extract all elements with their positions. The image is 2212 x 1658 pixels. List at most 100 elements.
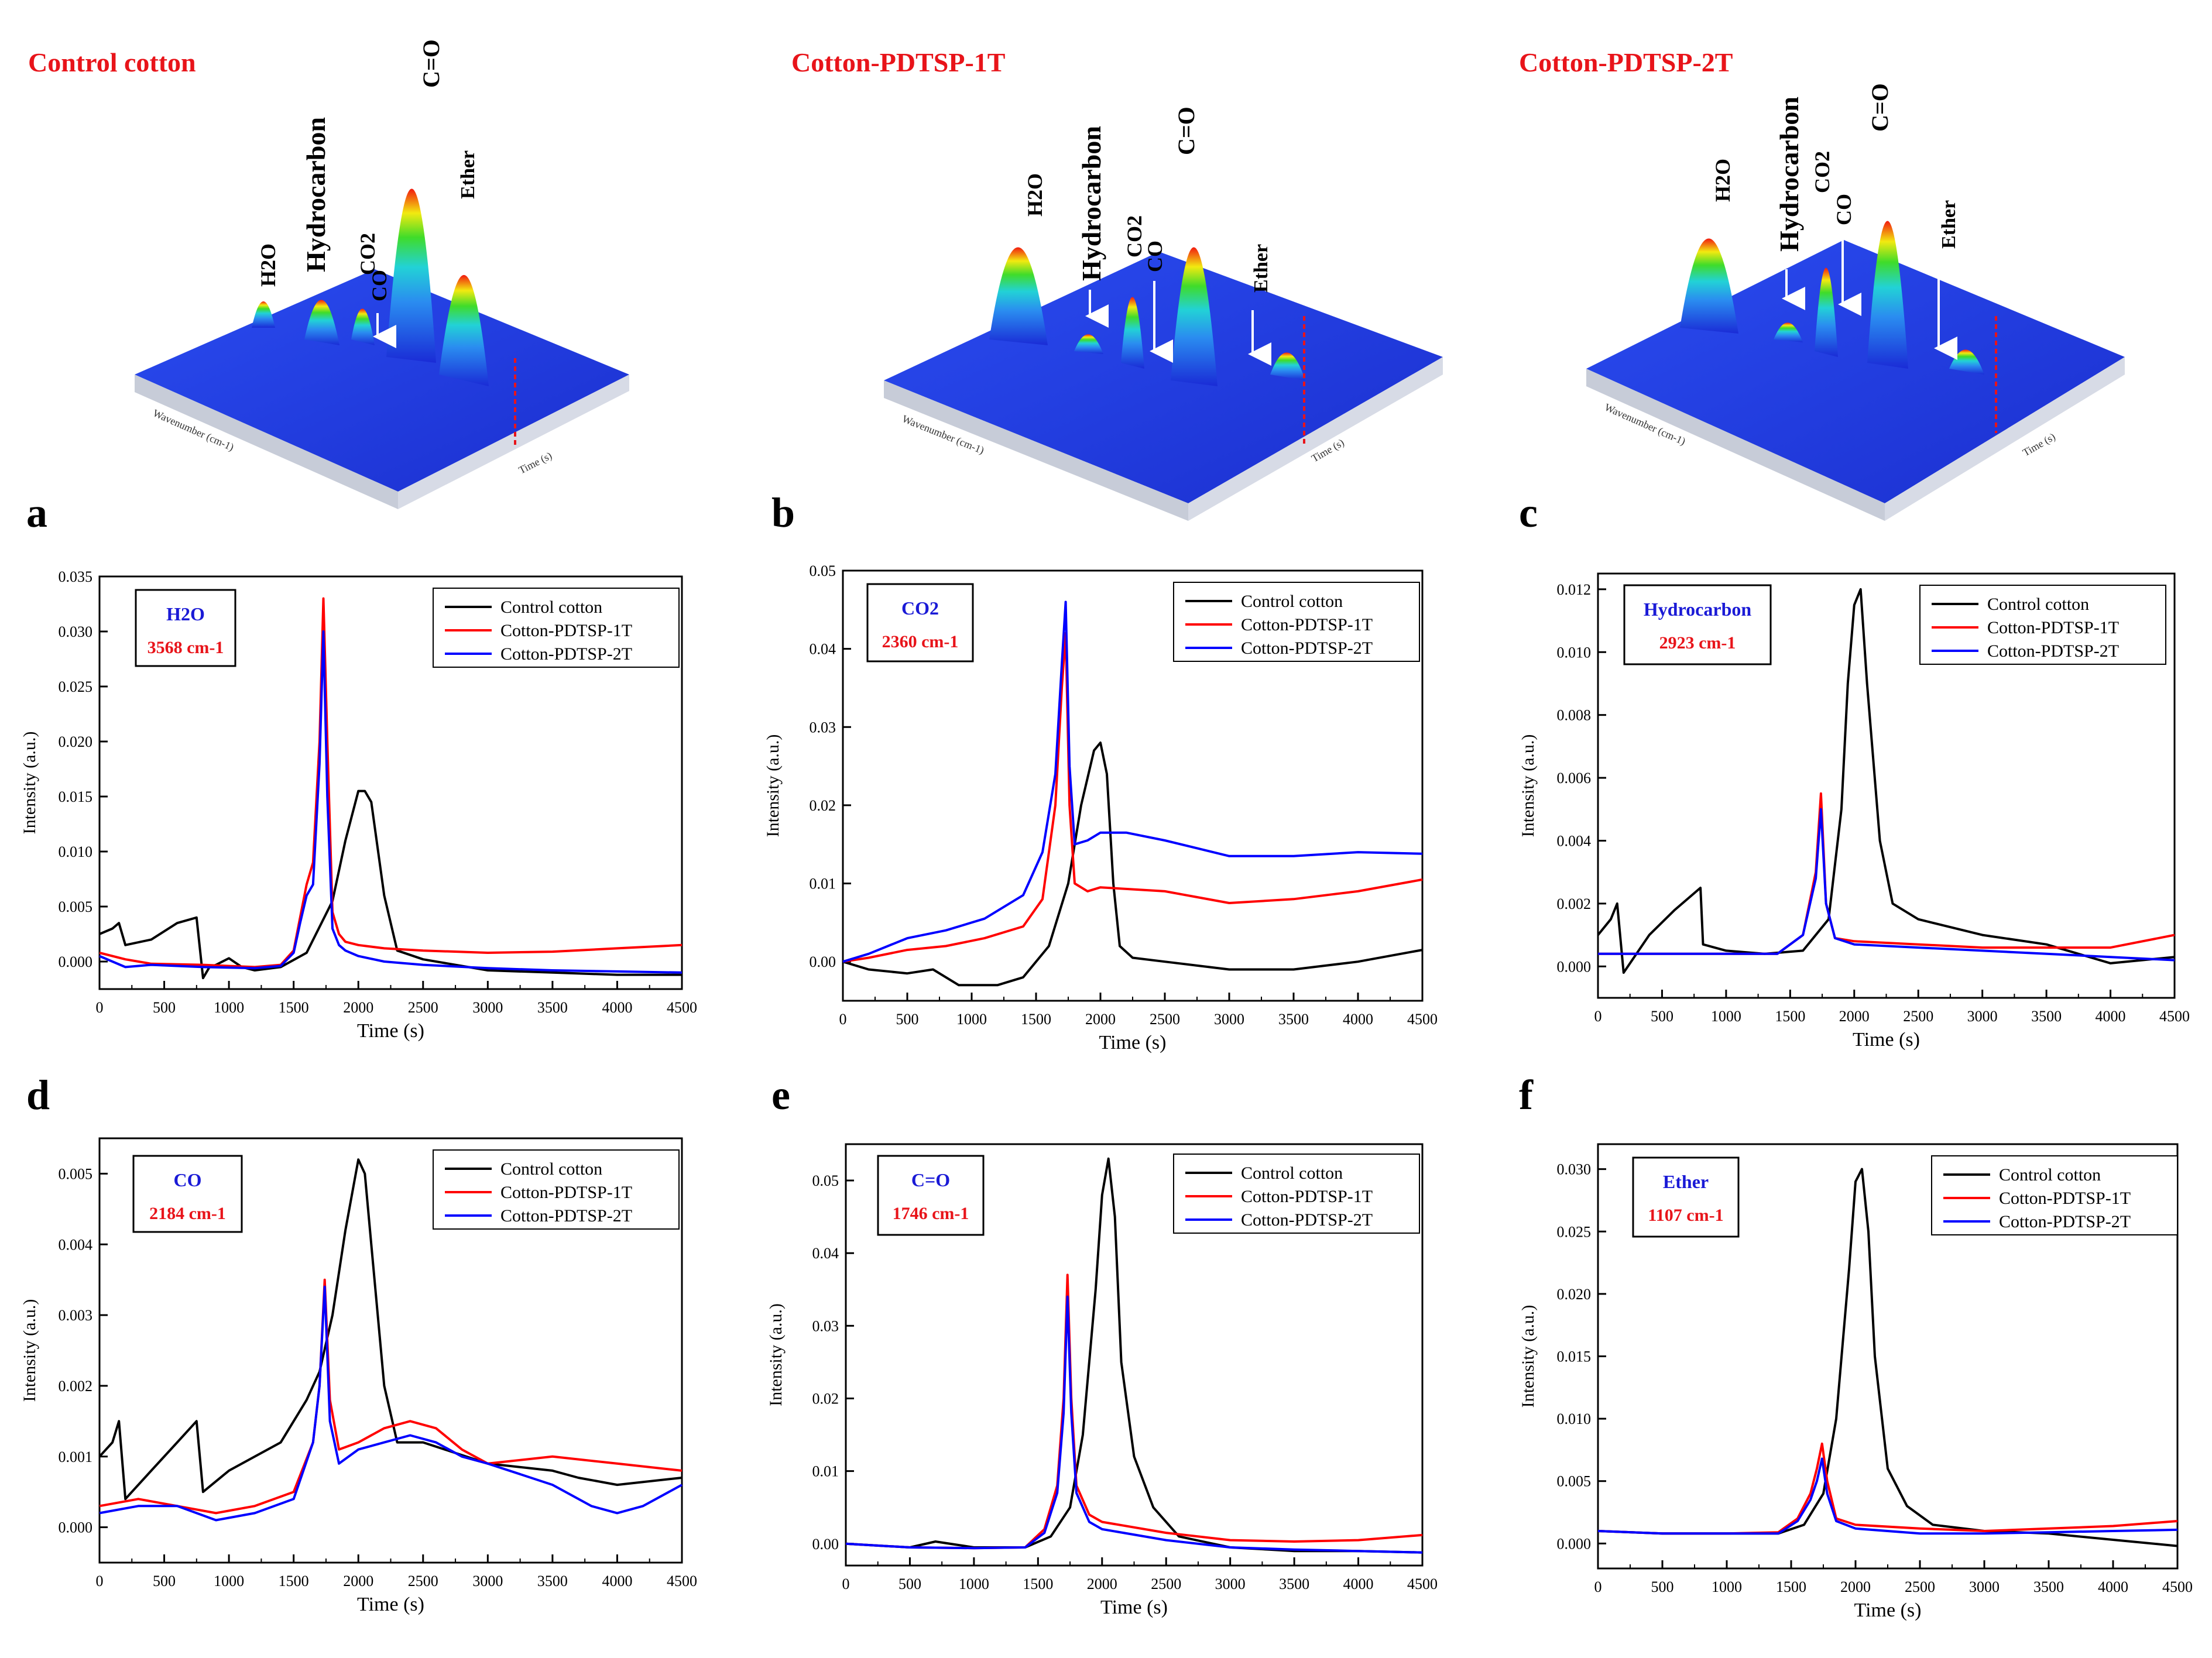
y-tick-label: 0.005: [1557, 1473, 1592, 1490]
species-name: CO2: [901, 598, 939, 619]
x-tick-label: 2000: [1087, 1575, 1117, 1592]
surface-panel-c: Cotton-PDTSP-2T H2O Hydrocarbon CO2 CO C…: [1519, 47, 2125, 536]
y-tick-label: 0.002: [59, 1378, 93, 1395]
x-axis-label: Time (s): [1853, 1029, 1920, 1051]
y-tick-label: 0.002: [1557, 895, 1592, 912]
y-tick-label: 0.010: [1557, 644, 1592, 661]
x-tick-label: 500: [1651, 1008, 1673, 1025]
x-tick-label: 1500: [279, 999, 309, 1016]
legend-entry: Control cotton: [1241, 592, 1343, 611]
x-tick-label: 1000: [956, 1011, 987, 1028]
x-tick-label: 3500: [2031, 1008, 2062, 1025]
chart-h2o: 0 500 1000 1500 2000 2500 3000 3500 4000 4500 0.00…: [20, 568, 697, 1042]
species-wavenumber: 3568 cm-1: [148, 638, 224, 657]
species-wavenumber: 2184 cm-1: [149, 1204, 226, 1223]
surface-panel-a: Control cotton H2O Hydrocarbon CO2 CO C=…: [26, 39, 629, 536]
x-tick-label: 4500: [667, 1573, 697, 1590]
x-axis-label: Time (s): [357, 1020, 424, 1042]
x-tick-label: 4500: [2159, 1008, 2190, 1025]
surface-peak-co2: [1121, 297, 1144, 369]
surface-wall-side: [398, 375, 629, 509]
species-box: [132, 1155, 243, 1233]
y-axis-label: Intensity (a.u.): [1518, 1305, 1538, 1408]
y-tick-label: 0.05: [812, 1172, 839, 1189]
surface-peak-co2: [1815, 267, 1838, 357]
surface-label-hydrocarbon: Hydrocarbon: [1076, 126, 1106, 281]
chart-ether: 0 500 1000 1500 2000 2500 3000 3500 4000 4500 0.00…: [1518, 1143, 2193, 1621]
y-tick-label: 0.01: [810, 876, 836, 892]
y-tick-label: 0.005: [59, 1165, 93, 1182]
surface-floor: [1586, 240, 2125, 503]
series-line-cotton-pdtsp-2t: [99, 630, 683, 974]
series-line-cotton-pdtsp-2t: [99, 1285, 683, 1522]
y-axis-label: Intensity (a.u.): [766, 1303, 786, 1406]
x-tick-label: 0: [1594, 1008, 1602, 1025]
species-box: [1623, 584, 1772, 665]
x-tick-label: 2500: [408, 999, 438, 1016]
surface-label-hydrocarbon: Hydrocarbon: [301, 117, 331, 272]
x-tick-label: 1000: [214, 1573, 244, 1590]
x-axis-label: Time (s): [1854, 1599, 1922, 1621]
y-tick-label: 0.020: [59, 733, 93, 750]
surface-peak-ceo: [1171, 247, 1218, 386]
x-tick-label: 2000: [343, 999, 373, 1016]
x-tick-label: 4500: [1407, 1011, 1438, 1028]
y-tick-label: 0.010: [1557, 1410, 1592, 1427]
panel-letter: d: [26, 1072, 50, 1118]
series-line-cotton-pdtsp-1t: [99, 1278, 683, 1515]
series-line-cotton-pdtsp-2t: [845, 1295, 1423, 1554]
x-tick-label: 0: [96, 1573, 104, 1590]
y-tick-label: 0.000: [59, 953, 93, 970]
surface-floor: [135, 269, 629, 492]
x-tick-label: 0: [96, 999, 104, 1016]
surface-peak-h2o: [989, 247, 1048, 345]
x-tick-label: 2000: [1840, 1578, 1871, 1595]
legend-entry: Control cotton: [1241, 1163, 1343, 1183]
surface-peak-ether: [1949, 349, 1984, 375]
panel-letter: b: [771, 489, 795, 536]
y-axis-label: Intensity (a.u.): [763, 734, 783, 837]
species-wavenumber: 1746 cm-1: [893, 1204, 969, 1223]
panel-letter: f: [1519, 1072, 1534, 1118]
y-tick-label: 0.00: [810, 953, 836, 970]
surface-label-co: CO: [368, 270, 391, 301]
y-tick-label: 0.00: [812, 1536, 839, 1553]
y-tick-label: 0.003: [59, 1307, 93, 1324]
legend-entry: Cotton-PDTSP-1T: [1987, 618, 2119, 637]
x-tick-label: 500: [896, 1011, 919, 1028]
legend-entry: Cotton-PDTSP-2T: [1987, 641, 2119, 661]
x-tick-label: 0: [839, 1011, 847, 1028]
x-tick-label: 3500: [537, 1573, 568, 1590]
y-tick-label: 0.05: [810, 562, 836, 579]
x-axis-label: Time (s): [1099, 1032, 1167, 1053]
surface-axis-time: Time (s): [2021, 431, 2057, 459]
x-tick-label: 3500: [2033, 1578, 2064, 1595]
x-tick-label: 4000: [602, 999, 632, 1016]
surface-label-ether: Ether: [1250, 244, 1272, 293]
surface-floor: [884, 252, 1443, 503]
x-tick-label: 1000: [214, 999, 244, 1016]
series-line-cotton-pdtsp-2t: [1598, 808, 2175, 962]
surface-label-co: CO: [1143, 241, 1167, 272]
surface-label-h2o: H2O: [1711, 159, 1734, 202]
series-line-cotton-pdtsp-1t: [845, 1273, 1423, 1550]
x-tick-label: 4000: [1343, 1011, 1373, 1028]
surface-label-co2: CO2: [1123, 215, 1146, 258]
species-box: [135, 589, 236, 667]
x-tick-label: 500: [898, 1575, 921, 1592]
series-line-cotton-pdtsp-1t: [842, 631, 1423, 963]
species-name: CO: [174, 1169, 202, 1190]
species-name: H2O: [166, 603, 205, 624]
surface-label-co2: CO2: [1810, 151, 1834, 193]
legend-entry: Control cotton: [500, 598, 602, 617]
species-box: [877, 1155, 985, 1236]
y-tick-label: 0.008: [1557, 707, 1592, 724]
species-name: Ether: [1663, 1171, 1709, 1192]
surface-peak-hydrocarbon: [304, 300, 339, 345]
y-tick-label: 0.030: [1557, 1161, 1592, 1178]
surface-wall-side: [1188, 357, 1443, 521]
species-box: [866, 583, 974, 662]
x-tick-label: 1000: [959, 1575, 989, 1592]
y-tick-label: 0.04: [812, 1245, 839, 1262]
